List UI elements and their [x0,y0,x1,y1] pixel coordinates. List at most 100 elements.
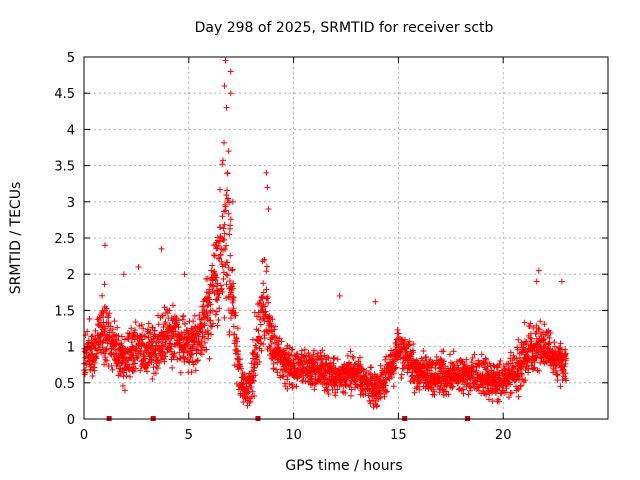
data-point [221,246,228,253]
data-point [91,367,98,374]
data-point [208,331,215,338]
data-point [226,278,233,285]
data-point [217,224,224,231]
data-point [522,377,529,384]
data-point [321,352,328,359]
data-point [212,276,219,283]
y-tick-label: 0.5 [54,377,75,392]
data-point [261,256,268,263]
data-point [177,369,184,376]
data-point [221,139,228,146]
data-point [131,327,138,334]
data-point [322,375,329,382]
data-point [390,383,397,390]
data-point [348,386,355,393]
data-point [393,364,400,371]
data-point [216,305,223,312]
data-point [128,325,135,332]
data-point [234,338,241,345]
data-point [441,358,448,365]
data-point [514,346,521,353]
data-point [535,267,542,274]
data-point [127,373,134,380]
data-point [454,362,461,369]
data-point [226,231,233,238]
y-axis-label: SRMTID / TECUs [8,182,24,295]
data-point [219,263,226,270]
data-point [536,326,543,333]
data-point [132,365,139,372]
data-point [531,359,538,366]
x-axis-label: GPS time / hours [285,458,402,474]
data-point [505,394,512,401]
data-point [175,323,182,330]
data-point [219,161,226,168]
data-point [398,371,405,378]
data-point [410,349,417,356]
data-point [198,338,205,345]
y-tick-label: 2.5 [54,232,75,247]
data-point [212,311,219,318]
data-point [264,184,271,191]
data-point [274,343,281,350]
data-point [182,342,189,349]
data-point [161,358,168,365]
data-point [514,369,521,376]
data-point [216,290,223,297]
data-point [293,383,300,390]
data-point [221,314,228,321]
data-point [229,266,236,273]
data-point [310,351,317,358]
data-point [515,336,522,343]
y-tick-label: 1.5 [54,304,75,319]
data-point [257,297,264,304]
grid [84,57,608,419]
data-point [275,341,282,348]
data-point [181,355,188,362]
data-point [258,347,265,354]
data-point [166,307,173,314]
data-point [208,323,215,330]
data-point [263,263,270,270]
data-point [557,340,564,347]
data-point [109,326,116,333]
data-point [132,360,139,367]
data-point [408,373,415,380]
data-point [251,393,258,400]
data-point [91,359,98,366]
data-point [432,361,439,368]
data-point [562,370,569,377]
data-point [269,316,276,323]
data-point [437,356,444,363]
data-point [391,365,398,372]
data-point [123,372,130,379]
data-point [119,382,126,389]
data-point [223,281,230,288]
data-point [107,323,114,330]
data-point [324,353,331,360]
data-point [244,402,251,409]
data-point [280,373,287,380]
data-point [552,364,559,371]
data-point [145,330,152,337]
data-point [144,326,151,333]
data-point [123,355,130,362]
data-point [147,329,154,336]
data-point [319,347,326,354]
data-point [562,360,569,367]
data-point [129,361,136,368]
data-point [238,365,245,372]
data-point [88,333,95,340]
data-point [111,318,118,325]
data-point [224,272,231,279]
data-point [388,374,395,381]
data-point [249,388,256,395]
data-point [557,383,564,390]
data-point [174,356,181,363]
data-point [204,275,211,282]
data-point [82,354,89,361]
y-tick-label: 1 [67,341,75,356]
data-point [460,390,467,397]
data-point [190,318,197,325]
